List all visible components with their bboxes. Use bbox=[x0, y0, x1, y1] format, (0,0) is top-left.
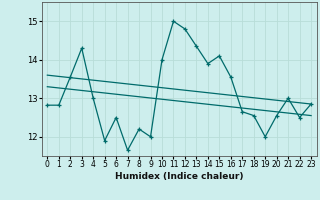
X-axis label: Humidex (Indice chaleur): Humidex (Indice chaleur) bbox=[115, 172, 244, 181]
